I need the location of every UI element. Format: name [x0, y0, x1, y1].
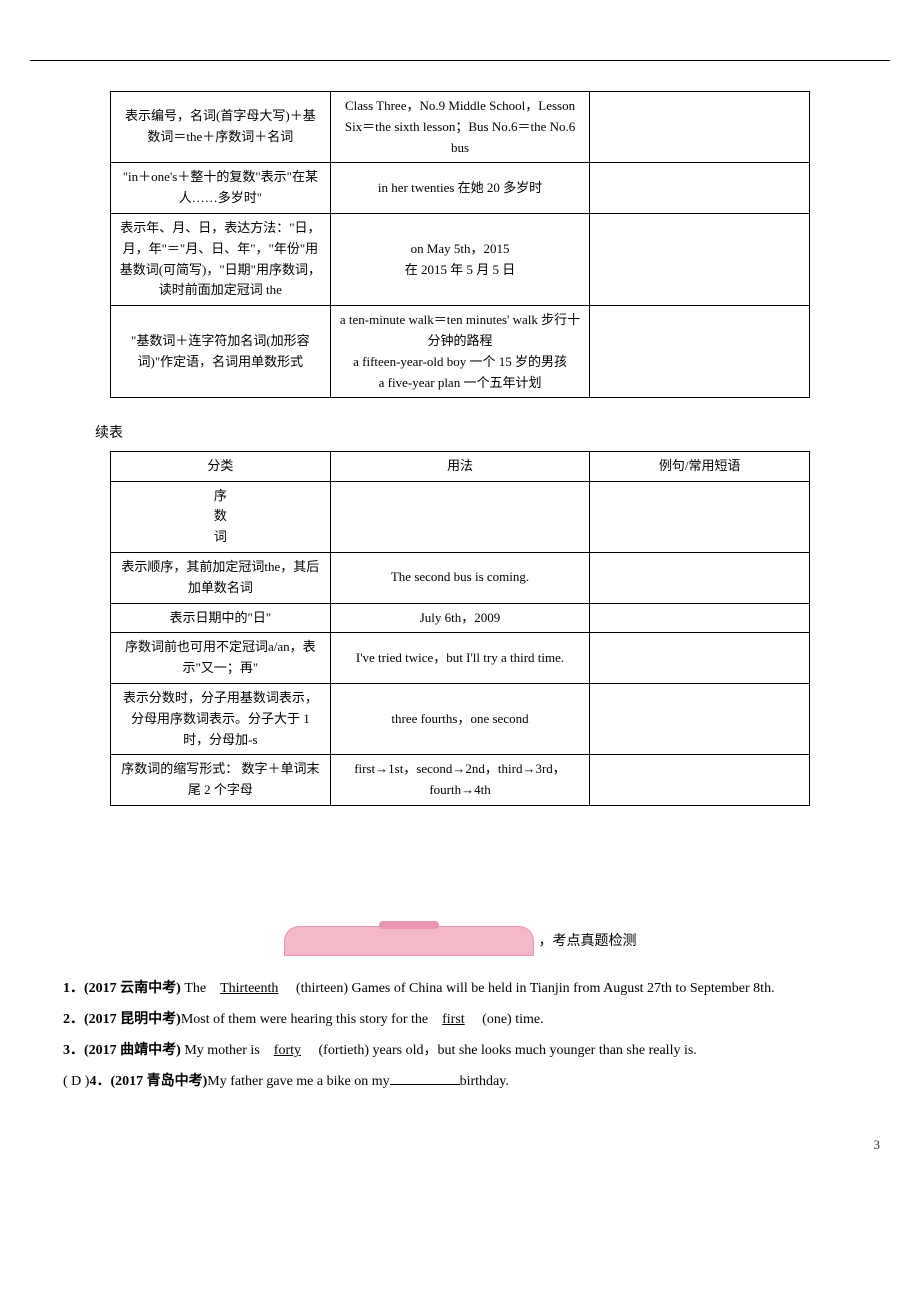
phrase-cell: [590, 163, 810, 214]
section-title: ，考点真题检测: [539, 931, 637, 953]
rule-cell: 序数词前也可用不定冠词a/an，表示"又一；再": [111, 633, 331, 684]
answer-blank: first: [442, 1012, 465, 1027]
grammar-table-1: 表示编号，名词(首字母大写)＋基数词＝the＋序数词＋名词 Class Thre…: [110, 91, 810, 398]
example-cell: a ten-minute walk＝ten minutes' walk 步行十分…: [330, 306, 590, 398]
table-row: 表示顺序，其前加定冠词the，其后加单数名词 The second bus is…: [111, 552, 810, 603]
table-row: 序数词的缩写形式： 数字＋单词末尾 2 个字母 first→1st，second…: [111, 755, 810, 806]
example-cell: July 6th，2009: [330, 603, 590, 633]
rule-cell: 表示顺序，其前加定冠词the，其后加单数名词: [111, 552, 331, 603]
question-1: 1．(2017 云南中考) The Thirteenth (thirteen) …: [35, 976, 885, 1001]
question-text-after: (one) time.: [479, 1012, 544, 1027]
header-category: 分类: [111, 451, 331, 481]
example-cell: on May 5th，2015 在 2015 年 5 月 5 日: [330, 213, 590, 305]
phrase-cell: [590, 306, 810, 398]
question-num: 4．: [89, 1074, 110, 1089]
table-row: 表示编号，名词(首字母大写)＋基数词＝the＋序数词＋名词 Class Thre…: [111, 92, 810, 163]
question-num: 1．: [63, 981, 84, 996]
question-text-before: My father gave me a bike on my: [207, 1074, 389, 1089]
table-header-row: 分类 用法 例句/常用短语: [111, 451, 810, 481]
example-cell: Class Three，No.9 Middle School，Lesson Si…: [330, 92, 590, 163]
example-cell: three fourths，one second: [330, 683, 590, 754]
table-row: 序数词前也可用不定冠词a/an，表示"又一；再" I've tried twic…: [111, 633, 810, 684]
question-3: 3．(2017 曲靖中考) My mother is forty (fortie…: [35, 1038, 885, 1063]
question-num: 2．: [63, 1012, 84, 1027]
phrase-cell: [590, 92, 810, 163]
table-row: 表示分数时，分子用基数词表示，分母用序数词表示。分子大于 1 时，分母加-s t…: [111, 683, 810, 754]
question-source: (2017 曲靖中考): [84, 1043, 181, 1058]
empty-cell: [330, 481, 590, 552]
example-cell: first→1st，second→2nd，third→3rd，fourth→4t…: [330, 755, 590, 806]
question-source: (2017 青岛中考): [110, 1074, 207, 1089]
question-text-before: Most of them were hearing this story for…: [181, 1012, 428, 1027]
empty-cell: [590, 481, 810, 552]
example-cell: The second bus is coming.: [330, 552, 590, 603]
rule-cell: 表示年、月、日，表达方法："日，月，年"＝"月、日、年"，"年份"用基数词(可简…: [111, 213, 331, 305]
example-cell: in her twenties 在她 20 多岁时: [330, 163, 590, 214]
phrase-cell: [590, 633, 810, 684]
page-divider: [30, 60, 890, 61]
phrase-cell: [590, 755, 810, 806]
question-text-after: birthday.: [460, 1074, 509, 1089]
phrase-cell: [590, 213, 810, 305]
grammar-table-2: 分类 用法 例句/常用短语 序 数 词 表示顺序，其前加定冠词the，其后加单数…: [110, 451, 810, 806]
blank-line: [390, 1071, 460, 1085]
answer-blank: forty: [274, 1043, 301, 1058]
rule-cell: 表示分数时，分子用基数词表示，分母用序数词表示。分子大于 1 时，分母加-s: [111, 683, 331, 754]
question-source: (2017 云南中考): [84, 981, 181, 996]
rule-cell: 序数词的缩写形式： 数字＋单词末尾 2 个字母: [111, 755, 331, 806]
question-text-after: (fortieth) years old，but she looks much …: [315, 1043, 697, 1058]
answer-blank: Thirteenth: [220, 981, 278, 996]
question-text-after: (thirteen) Games of China will be held i…: [292, 981, 774, 996]
rule-cell: "in＋one's＋整十的复数"表示"在某人……多岁时": [111, 163, 331, 214]
phrase-cell: [590, 603, 810, 633]
question-text-before: My mother is: [181, 1043, 260, 1058]
phrase-cell: [590, 552, 810, 603]
example-cell: I've tried twice，but I'll try a third ti…: [330, 633, 590, 684]
table-row: "in＋one's＋整十的复数"表示"在某人……多岁时" in her twen…: [111, 163, 810, 214]
question-text-before: The: [181, 981, 206, 996]
header-usage: 用法: [330, 451, 590, 481]
table-subheader-row: 序 数 词: [111, 481, 810, 552]
answer-choice: ( D ): [63, 1074, 89, 1089]
header-examples: 例句/常用短语: [590, 451, 810, 481]
question-2: 2．(2017 昆明中考)Most of them were hearing t…: [35, 1007, 885, 1032]
table-row: "基数词＋连字符加名词(加形容词)"作定语，名词用单数形式 a ten-minu…: [111, 306, 810, 398]
phrase-cell: [590, 683, 810, 754]
decoration-icon: [284, 926, 534, 956]
table-row: 表示年、月、日，表达方法："日，月，年"＝"月、日、年"，"年份"用基数词(可简…: [111, 213, 810, 305]
rule-cell: "基数词＋连字符加名词(加形容词)"作定语，名词用单数形式: [111, 306, 331, 398]
section-marker: ，考点真题检测: [30, 926, 890, 956]
question-num: 3．: [63, 1043, 84, 1058]
continue-table-label: 续表: [95, 423, 890, 445]
rule-cell: 表示编号，名词(首字母大写)＋基数词＝the＋序数词＋名词: [111, 92, 331, 163]
subheader-cell: 序 数 词: [111, 481, 331, 552]
page-number: 3: [30, 1135, 890, 1156]
question-4: ( D )4．(2017 青岛中考)My father gave me a bi…: [35, 1069, 885, 1094]
table-row: 表示日期中的"日" July 6th，2009: [111, 603, 810, 633]
question-source: (2017 昆明中考): [84, 1012, 181, 1027]
rule-cell: 表示日期中的"日": [111, 603, 331, 633]
